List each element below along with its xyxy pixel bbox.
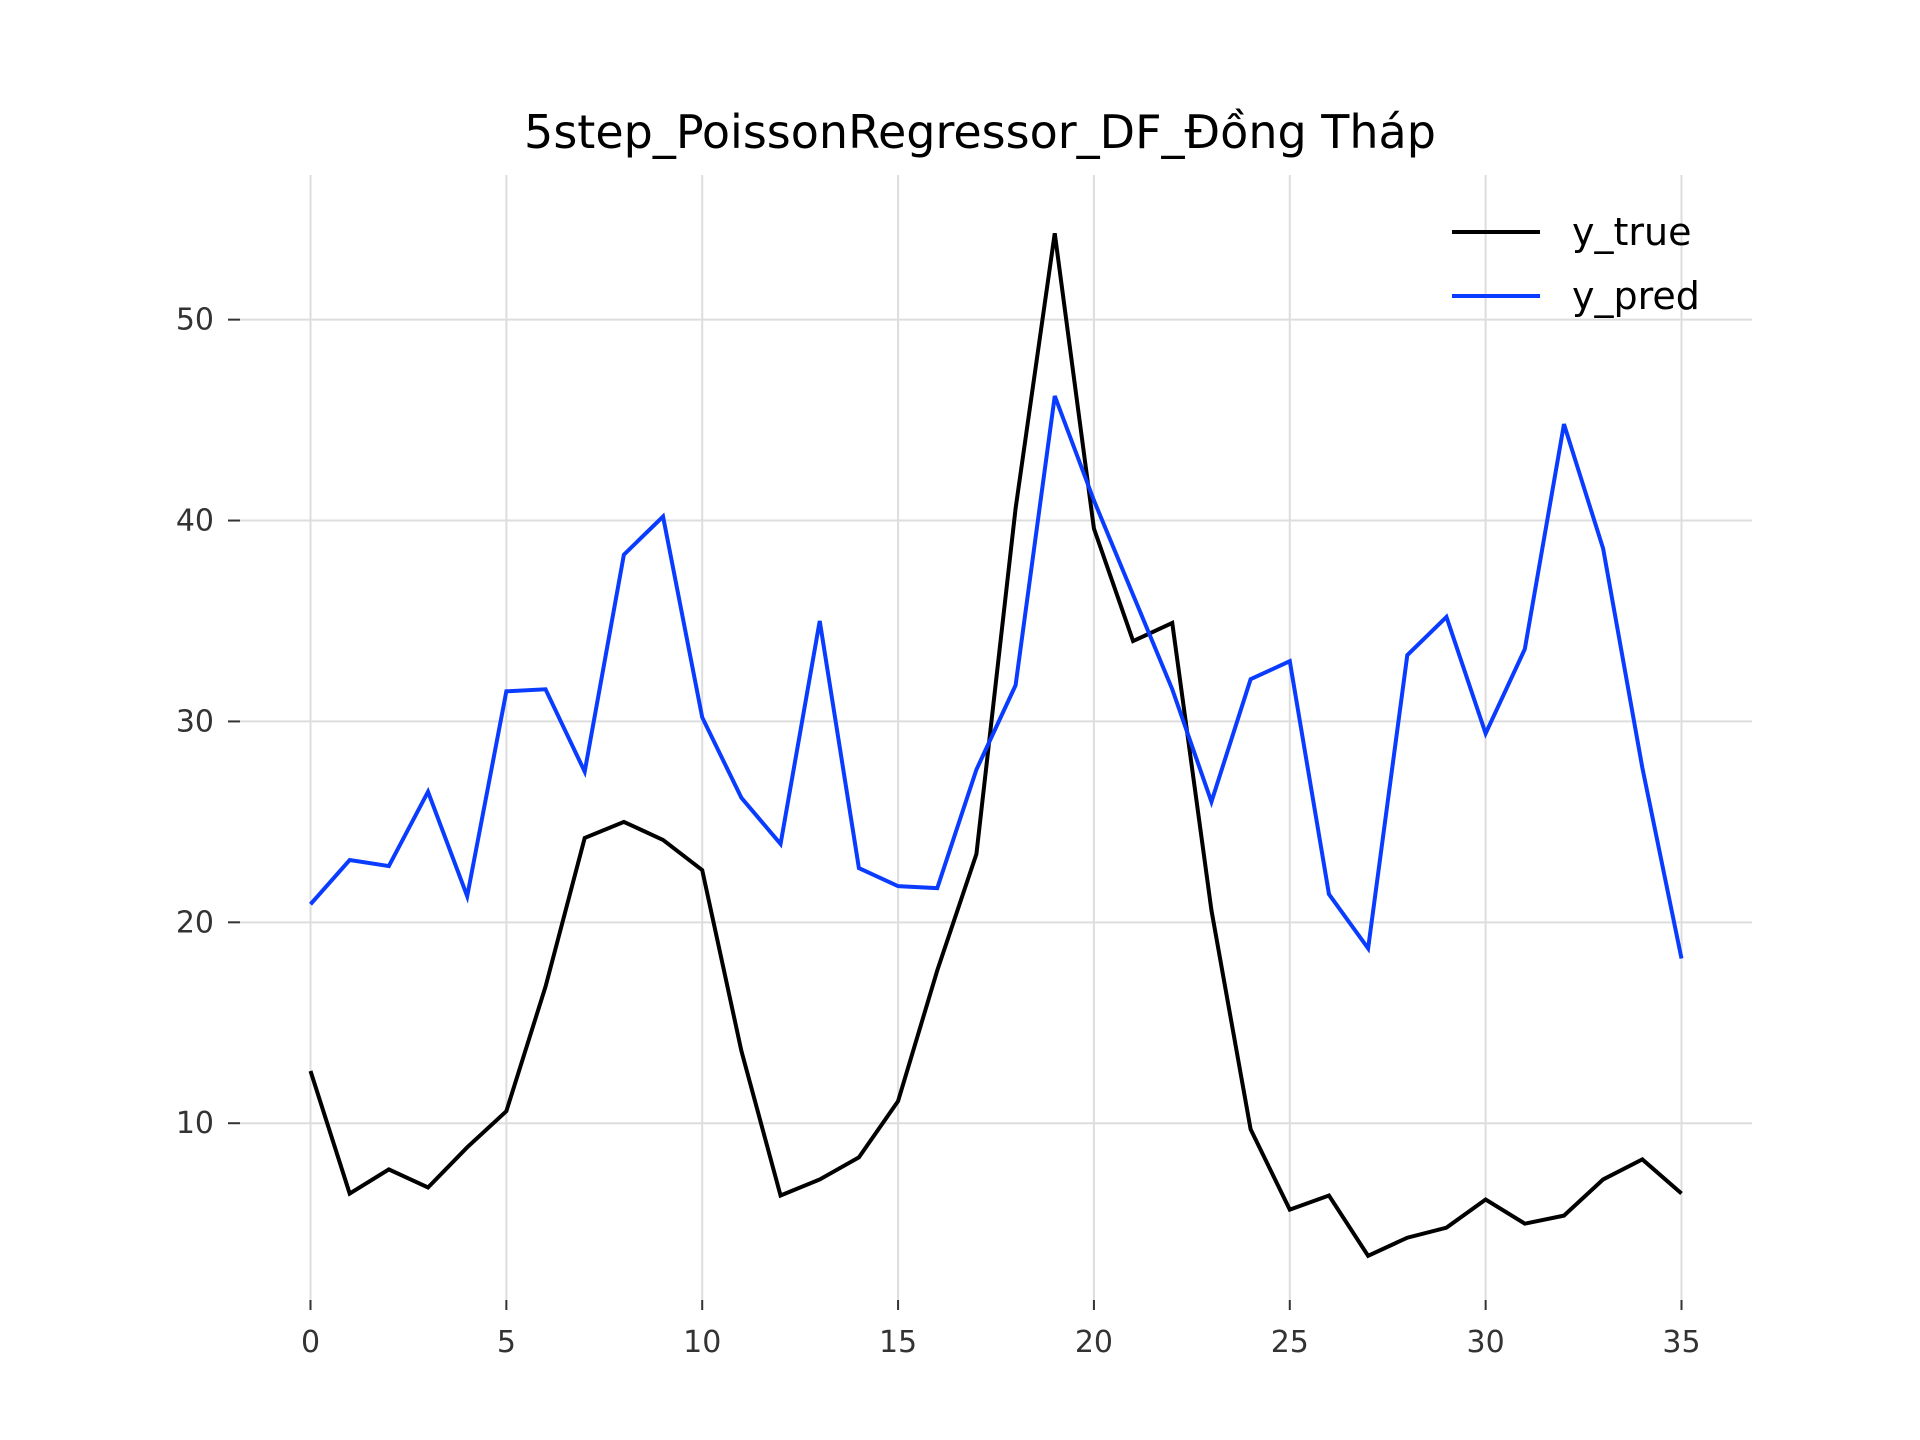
y-tick-label: 40 <box>176 504 214 539</box>
x-tick-label: 25 <box>1271 1325 1309 1360</box>
legend: y_true y_pred <box>1452 210 1700 318</box>
x-tick-label: 30 <box>1467 1325 1505 1360</box>
y-tick-label: 10 <box>176 1106 214 1141</box>
x-tick-label: 15 <box>879 1325 917 1360</box>
series-line-y-pred <box>309 395 1684 959</box>
legend-label-y-pred: y_pred <box>1572 274 1700 318</box>
x-tick-label: 35 <box>1662 1325 1700 1360</box>
y-tick-label: 20 <box>176 905 214 940</box>
grid <box>240 175 1752 1300</box>
y-tick-label: 50 <box>176 303 214 338</box>
x-tick-label: 20 <box>1075 1325 1113 1360</box>
axis-ticks: 0 5 10 15 20 25 30 35 10 20 30 40 50 <box>176 303 1701 1360</box>
chart-title: 5step_PoissonRegressor_DF_Đồng Tháp <box>524 105 1436 159</box>
x-tick-label: 0 <box>301 1325 320 1360</box>
x-tick-label: 10 <box>683 1325 721 1360</box>
y-tick-label: 30 <box>176 704 214 739</box>
legend-label-y-true: y_true <box>1572 210 1691 254</box>
series-lines <box>308 232 1684 1259</box>
x-tick-label: 5 <box>497 1325 516 1360</box>
series-line-y-true <box>308 232 1683 1259</box>
